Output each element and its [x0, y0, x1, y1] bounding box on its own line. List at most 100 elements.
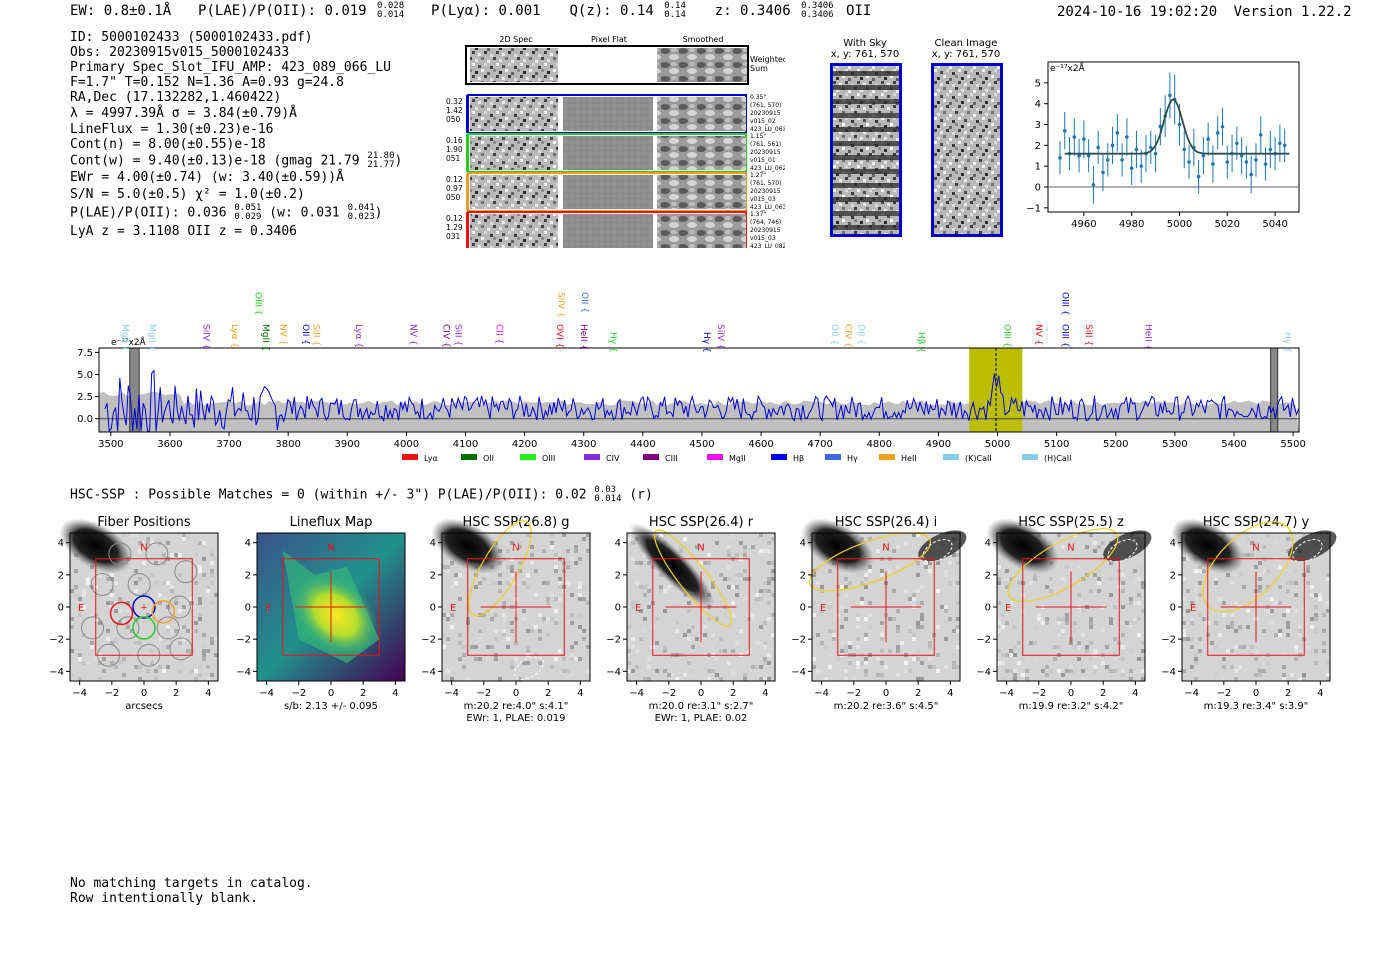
hsc-noise-pixel — [1065, 621, 1069, 625]
hsc-noise-pixel — [683, 537, 687, 541]
spectrum-line-label: Hβ { — [915, 332, 925, 353]
spectrum-masked-region — [1270, 347, 1279, 433]
hsc-noise-pixel — [1282, 677, 1286, 681]
hsc-noise-pixel — [1137, 565, 1141, 569]
spectrum-x-tick-label: 3700 — [216, 439, 241, 450]
hsc-y-tick-label: 4 — [430, 538, 436, 549]
hsc-noise-pixel — [1282, 613, 1286, 617]
hsc-noise-pixel — [1302, 533, 1306, 537]
cutout-row-stat: 1.29 — [446, 223, 463, 232]
hsc-noise-pixel — [506, 645, 510, 649]
cutout-column-title: Pixel Flat — [591, 35, 627, 44]
hsc-neighbor-ellipse — [1292, 539, 1323, 563]
hsc-noise-pixel — [526, 629, 530, 633]
hsc-noise-pixel — [1230, 621, 1234, 625]
hsc-noise-pixel — [727, 565, 731, 569]
fit-data-point — [1201, 153, 1206, 158]
hsc-noise-pixel — [1129, 597, 1133, 601]
hsc-noise-pixel — [194, 677, 198, 681]
hsc-noise-pixel — [1266, 569, 1270, 573]
hsc-north-label: N — [1252, 543, 1259, 554]
sky-line-band — [833, 113, 899, 118]
hsc-noise-pixel — [1137, 633, 1141, 637]
hsc-noise-pixel — [1190, 601, 1194, 605]
cutout-row-stat: 1.90 — [446, 145, 463, 154]
hsc-x-tick-label: 2 — [545, 688, 551, 699]
hsc-noise-pixel — [860, 601, 864, 605]
hsc-noise-pixel — [771, 537, 775, 541]
hsc-noise-pixel — [166, 581, 170, 585]
hsc-noise-pixel — [1013, 669, 1017, 673]
hsc-noise-pixel — [1202, 569, 1206, 573]
hsc-noise-pixel — [1089, 657, 1093, 661]
hsc-noise-pixel — [627, 677, 631, 681]
hsc-noise-pixel — [1101, 541, 1105, 545]
hsc-noise-pixel — [1234, 629, 1238, 633]
hsc-noise-pixel — [639, 617, 643, 621]
hsc-noise-pixel — [1105, 645, 1109, 649]
hsc-noise-pixel — [1258, 577, 1262, 581]
fit-data-point — [1125, 135, 1129, 139]
hsc-noise-pixel — [1314, 649, 1318, 653]
hsc-noise-pixel — [210, 601, 214, 605]
hsc-noise-pixel — [1057, 633, 1061, 637]
hsc-noise-pixel — [675, 621, 679, 625]
hsc-noise-pixel — [106, 585, 110, 589]
hsc-neighbor-blob — [1288, 530, 1337, 562]
hsc-noise-pixel — [840, 649, 844, 653]
hsc-noise-pixel — [816, 581, 820, 585]
hsc-noise-pixel — [118, 609, 122, 613]
hsc-neighbor-blob — [1103, 530, 1152, 562]
hsc-noise-pixel — [1129, 601, 1133, 605]
hsc-noise-pixel — [767, 581, 771, 585]
hsc-noise-pixel — [719, 573, 723, 577]
spectrum-line-label: Hγ { — [607, 332, 617, 353]
fit-x-tick-label: 5020 — [1215, 219, 1240, 230]
hsc-noise-pixel — [70, 617, 74, 621]
hsc-noise-pixel — [1286, 537, 1290, 541]
hsc-x-tick-label: 2 — [915, 688, 921, 699]
spectrum-legend-label: OIII — [542, 454, 555, 463]
hsc-noise-pixel — [178, 609, 182, 613]
hsc-noise-pixel — [892, 549, 896, 553]
hsc-noise-pixel — [550, 545, 554, 549]
hsc-noise-pixel — [828, 653, 832, 657]
hsc-east-label: E — [820, 603, 826, 614]
hsc-noise-pixel — [482, 577, 486, 581]
hsc-noise-pixel — [1113, 669, 1117, 673]
hsc-noise-pixel — [1294, 581, 1298, 585]
fiber-circle — [127, 572, 151, 596]
hsc-noise-pixel — [844, 649, 848, 653]
hsc-noise-pixel — [1097, 577, 1101, 581]
hsc-noise-pixel — [206, 585, 210, 589]
hsc-x-tick-label: 4 — [392, 688, 398, 699]
hsc-noise-pixel — [558, 585, 562, 589]
fit-data-point — [1086, 153, 1091, 158]
fit-data-point — [1134, 147, 1139, 152]
hsc-noise-pixel — [997, 565, 1001, 569]
hsc-y-tick-label: −4 — [49, 667, 64, 678]
hsc-noise-pixel — [198, 673, 202, 677]
hsc-noise-pixel — [530, 553, 534, 557]
hsc-noise-pixel — [1326, 577, 1330, 581]
hsc-noise-pixel — [1089, 589, 1093, 593]
hsc-noise-pixel — [570, 657, 574, 661]
hsc-noise-pixel — [844, 617, 848, 621]
hsc-noise-pixel — [1198, 581, 1202, 585]
fit-data-point — [1091, 183, 1096, 187]
hsc-noise-pixel — [743, 553, 747, 557]
hsc-noise-pixel — [691, 625, 695, 629]
spectrum-legend-swatch — [943, 454, 959, 460]
hsc-noise-pixel — [952, 653, 956, 657]
hsc-noise-pixel — [880, 649, 884, 653]
hsc-noise-pixel — [759, 533, 763, 537]
hsc-noise-pixel — [1314, 593, 1318, 597]
fit-data-point — [1110, 143, 1115, 148]
hsc-noise-pixel — [1097, 581, 1101, 585]
hsc-noise-pixel — [70, 625, 74, 629]
hsc-noise-pixel — [130, 541, 134, 545]
hsc-noise-pixel — [150, 537, 154, 541]
hsc-noise-pixel — [1013, 673, 1017, 677]
hsc-noise-pixel — [122, 621, 126, 625]
hsc-noise-pixel — [1262, 669, 1266, 673]
